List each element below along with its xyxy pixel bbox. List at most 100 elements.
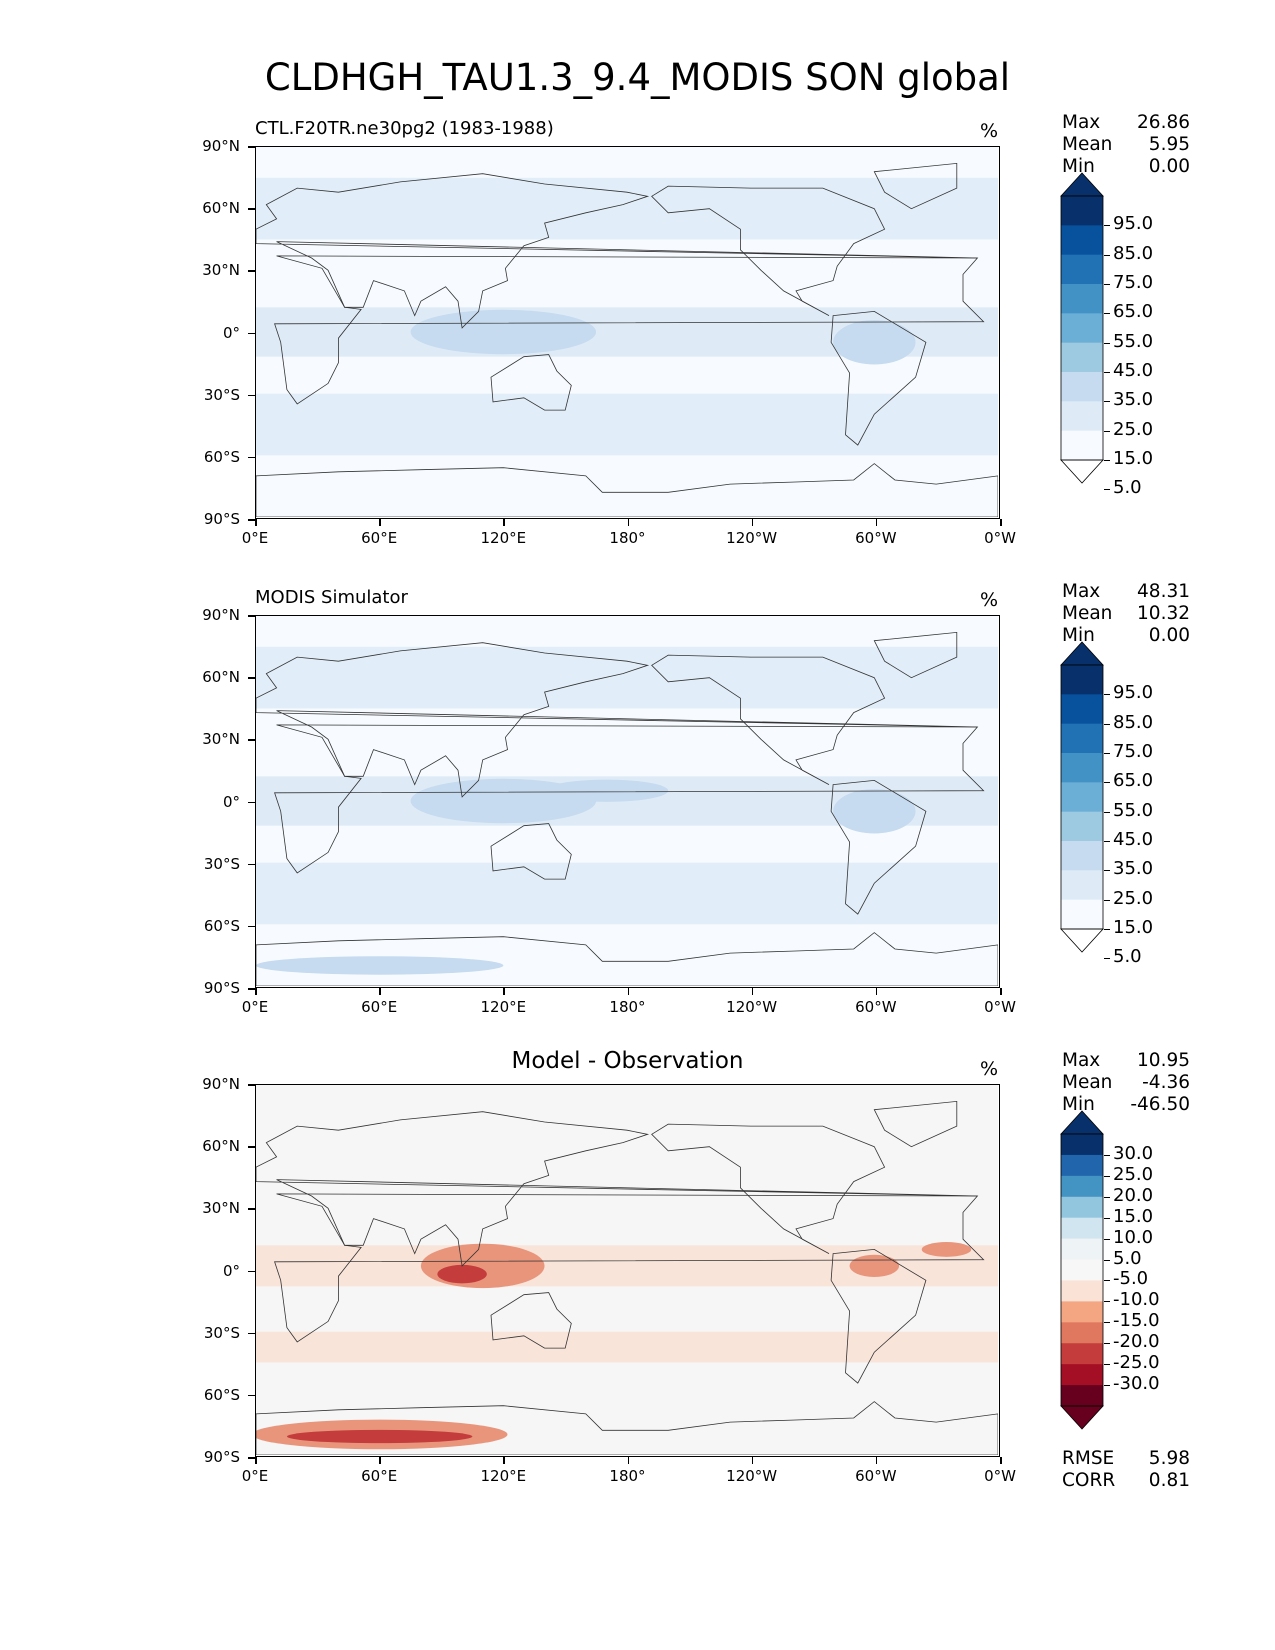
coastline-australia (490, 823, 572, 880)
colorbar-level-label: 45.0 (1113, 829, 1154, 850)
colorbar-tick (1104, 958, 1110, 960)
lon-tick (751, 988, 754, 995)
lat-tick-label: 60°S (203, 916, 240, 935)
lon-tick (875, 519, 878, 526)
lat-tick-label: 60°N (202, 1137, 240, 1156)
colorbar-swatch (1061, 899, 1103, 930)
colorbar-tick (1104, 1280, 1110, 1282)
coastline-africa (274, 255, 985, 405)
colorbar-tick (1104, 870, 1110, 872)
shade-patch (833, 789, 916, 834)
coastline-greenland (873, 1100, 958, 1148)
lon-tick-label: 180° (609, 1467, 646, 1485)
colorbar-tick (1104, 225, 1110, 227)
max-value: 48.31 (1137, 581, 1190, 602)
colorbar-level-label: 10.0 (1113, 1226, 1154, 1248)
units-label: % (980, 1058, 999, 1080)
lon-tick (379, 519, 381, 526)
map-plot (255, 1084, 1000, 1457)
corr-label: CORR (1062, 1470, 1116, 1491)
colorbar-level-label: 65.0 (1113, 770, 1154, 792)
lat-tick-label: 60°S (203, 447, 240, 466)
lat-tick-label: 30°S (203, 854, 240, 873)
coastline-australia (490, 1292, 572, 1349)
map-plot (255, 146, 1000, 519)
colorbar-level-label: 85.0 (1113, 711, 1154, 733)
mean-value: 10.32 (1137, 603, 1190, 624)
colorbar-extend-top (1060, 641, 1104, 666)
colorbar-level-label: 15.0 (1113, 448, 1154, 469)
shade-patch (256, 956, 504, 975)
lat-tick (248, 1332, 255, 1335)
lon-tick (503, 988, 505, 995)
colorbar-swatch (1061, 342, 1103, 373)
lat-tick (248, 1146, 255, 1148)
corr-value: 0.81 (1148, 1470, 1190, 1491)
colorbar-swatch (1061, 1301, 1103, 1323)
lon-tick-label: 0°W (984, 998, 1016, 1016)
shade-patch (544, 779, 669, 802)
shade-band (256, 393, 998, 456)
colorbar-tick (1104, 1196, 1110, 1198)
colorbar-swatch (1061, 401, 1103, 432)
colorbar-tick (1104, 753, 1110, 754)
lat-tick-label: 90°S (203, 979, 240, 997)
colorbar-swatch (1061, 1238, 1103, 1261)
colorbar-level-label: 95.0 (1113, 682, 1154, 704)
coastline-eurasia (256, 1111, 978, 1267)
colorbar-tick (1104, 811, 1110, 813)
colorbar-level-label: 5.0 (1113, 1247, 1142, 1269)
colorbar-level-label: 35.0 (1113, 858, 1154, 880)
coastline-samerica (830, 779, 927, 915)
lon-tick (255, 1457, 257, 1464)
coastline-antarctica (256, 932, 998, 986)
lon-tick (503, 519, 505, 526)
colorbar-tick (1104, 372, 1110, 373)
colorbar-graphic (1060, 1110, 1104, 1430)
lon-tick-label: 60°E (361, 1467, 398, 1485)
lat-tick-label: 90°S (203, 1448, 240, 1466)
colorbar-extend-bottom (1060, 459, 1104, 484)
colorbar-level-label: 5.0 (1113, 946, 1142, 968)
lat-tick-label: 60°N (202, 199, 240, 218)
colorbar-tick (1104, 929, 1110, 930)
max-label: Max (1062, 581, 1101, 602)
lon-tick (1000, 988, 1002, 995)
colorbar-swatch (1061, 1322, 1103, 1344)
coastline-namerica (651, 1123, 886, 1254)
coastline-greenland (873, 631, 958, 679)
min-label: Min (1062, 1094, 1095, 1115)
colorbar-swatch (1061, 1217, 1103, 1240)
mean-label: Mean (1062, 134, 1113, 155)
lon-tick (627, 1457, 629, 1464)
shade-patch (833, 320, 916, 365)
colorbar-level-label: -25.0 (1113, 1352, 1160, 1374)
lon-tick-label: 120°W (726, 1467, 778, 1485)
lat-tick (248, 270, 255, 272)
colorbar-frame (1060, 664, 1104, 930)
colorbar-level-label: 15.0 (1113, 917, 1154, 938)
coastline-greenland (873, 162, 958, 210)
lat-tick (248, 988, 255, 990)
min-label: Min (1062, 156, 1095, 177)
lon-tick-label: 120°E (480, 529, 527, 547)
shade-patch (849, 1254, 900, 1277)
lat-tick (248, 456, 255, 459)
shade-patch (286, 1429, 473, 1444)
colorbar-swatch (1061, 1196, 1103, 1219)
lon-tick-label: 120°E (480, 998, 527, 1016)
colorbar-swatch (1061, 313, 1103, 344)
colorbar-swatch (1061, 430, 1103, 461)
colorbar-tick (1104, 1301, 1110, 1303)
lat-tick-label: 30°S (203, 1323, 240, 1342)
lon-tick-label: 180° (609, 998, 646, 1016)
coastline-africa (274, 1193, 985, 1343)
colorbar-swatch (1061, 753, 1103, 783)
min-value: 0.00 (1148, 625, 1190, 646)
max-label: Max (1062, 1050, 1101, 1071)
rmse-label: RMSE (1062, 1448, 1115, 1469)
colorbar-tick (1104, 1322, 1110, 1324)
shade-band (256, 1331, 998, 1363)
colorbar-level-label: 35.0 (1113, 389, 1154, 411)
colorbar-level-label: 25.0 (1113, 418, 1154, 440)
